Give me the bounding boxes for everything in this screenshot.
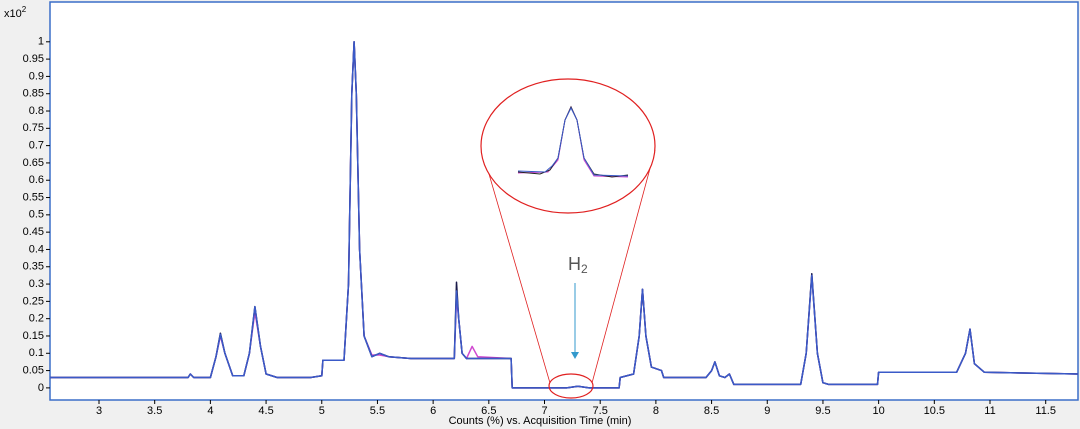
- y-tick-label: 0: [38, 382, 44, 394]
- x-tick-label: 11: [984, 405, 995, 417]
- x-tick-label: 7.5: [593, 405, 608, 417]
- y-tick-label: 0.35: [23, 261, 44, 273]
- y-tick-label: 0.3: [29, 278, 44, 290]
- y-tick-label: 0.6: [29, 174, 44, 186]
- y-tick-label: 0.15: [23, 330, 44, 342]
- x-tick-label: 3: [96, 405, 102, 417]
- y-tick-label: 0.85: [23, 88, 44, 100]
- x-tick-label: 9.5: [815, 405, 830, 417]
- y-tick-label: 0.95: [23, 53, 44, 65]
- plot: 0 0.05 0.1 0.15 0.2 0.25 0.3 0.35 0.4 0.45 0.5 0.55…: [23, 36, 1079, 417]
- annotation-subscript: 2: [581, 262, 588, 276]
- y-tick-label: 0.55: [23, 191, 44, 203]
- annotation: H2: [568, 254, 588, 276]
- x-tick-label: 6: [430, 405, 436, 417]
- x-tick-label: 11.5: [1035, 405, 1056, 417]
- series-line: [50, 41, 1079, 389]
- x-tick-label: 8: [653, 405, 659, 417]
- annotation-text: H: [568, 254, 581, 274]
- y-tick-label: 0.45: [23, 226, 44, 238]
- y-multiplier-base: x10: [4, 8, 22, 20]
- x-tick-label: 5: [319, 405, 325, 417]
- y-tick-label: 0.25: [23, 295, 44, 307]
- annotation-arrowhead: [571, 352, 579, 359]
- y-tick-label: 0.8: [29, 105, 44, 117]
- zoom-line: [481, 149, 551, 384]
- x-tick-label: 3.5: [147, 405, 162, 417]
- y-tick-label: 0.9: [29, 70, 44, 82]
- y-tick-label: 0.4: [29, 243, 44, 255]
- x-tick-label: 4.5: [258, 405, 273, 417]
- x-tick-label: 6.5: [481, 405, 496, 417]
- zoom-circle: [480, 78, 656, 214]
- y-multiplier: x102: [4, 5, 27, 20]
- x-tick-label: 7: [541, 405, 547, 417]
- x-tick-label: 4: [207, 405, 213, 417]
- y-tick-label: 0.75: [23, 122, 44, 134]
- x-tick-label: 10: [873, 405, 885, 417]
- y-multiplier-exponent: 2: [22, 5, 27, 14]
- y-tick-label: 0.2: [29, 313, 44, 325]
- y-tick-label: 0.5: [29, 209, 44, 221]
- zoom-trace: [517, 106, 629, 177]
- y-tick-label: 1: [38, 36, 44, 48]
- y-tick-label: 0.7: [29, 140, 44, 152]
- x-tick-label: 10.5: [924, 405, 945, 417]
- zoom-region: [548, 373, 594, 399]
- zoom-line: [591, 149, 656, 384]
- x-tick-label: 8.5: [704, 405, 719, 417]
- zoom-inset: [480, 78, 656, 399]
- y-tick-label: 0.65: [23, 157, 44, 169]
- y-tick-label: 0.1: [29, 347, 44, 359]
- x-axis-label: Counts (%) vs. Acquisition Time (min): [449, 415, 632, 427]
- x-tick-label: 5.5: [370, 405, 385, 417]
- x-tick-label: 9: [764, 405, 770, 417]
- y-tick-label: 0.05: [23, 364, 44, 376]
